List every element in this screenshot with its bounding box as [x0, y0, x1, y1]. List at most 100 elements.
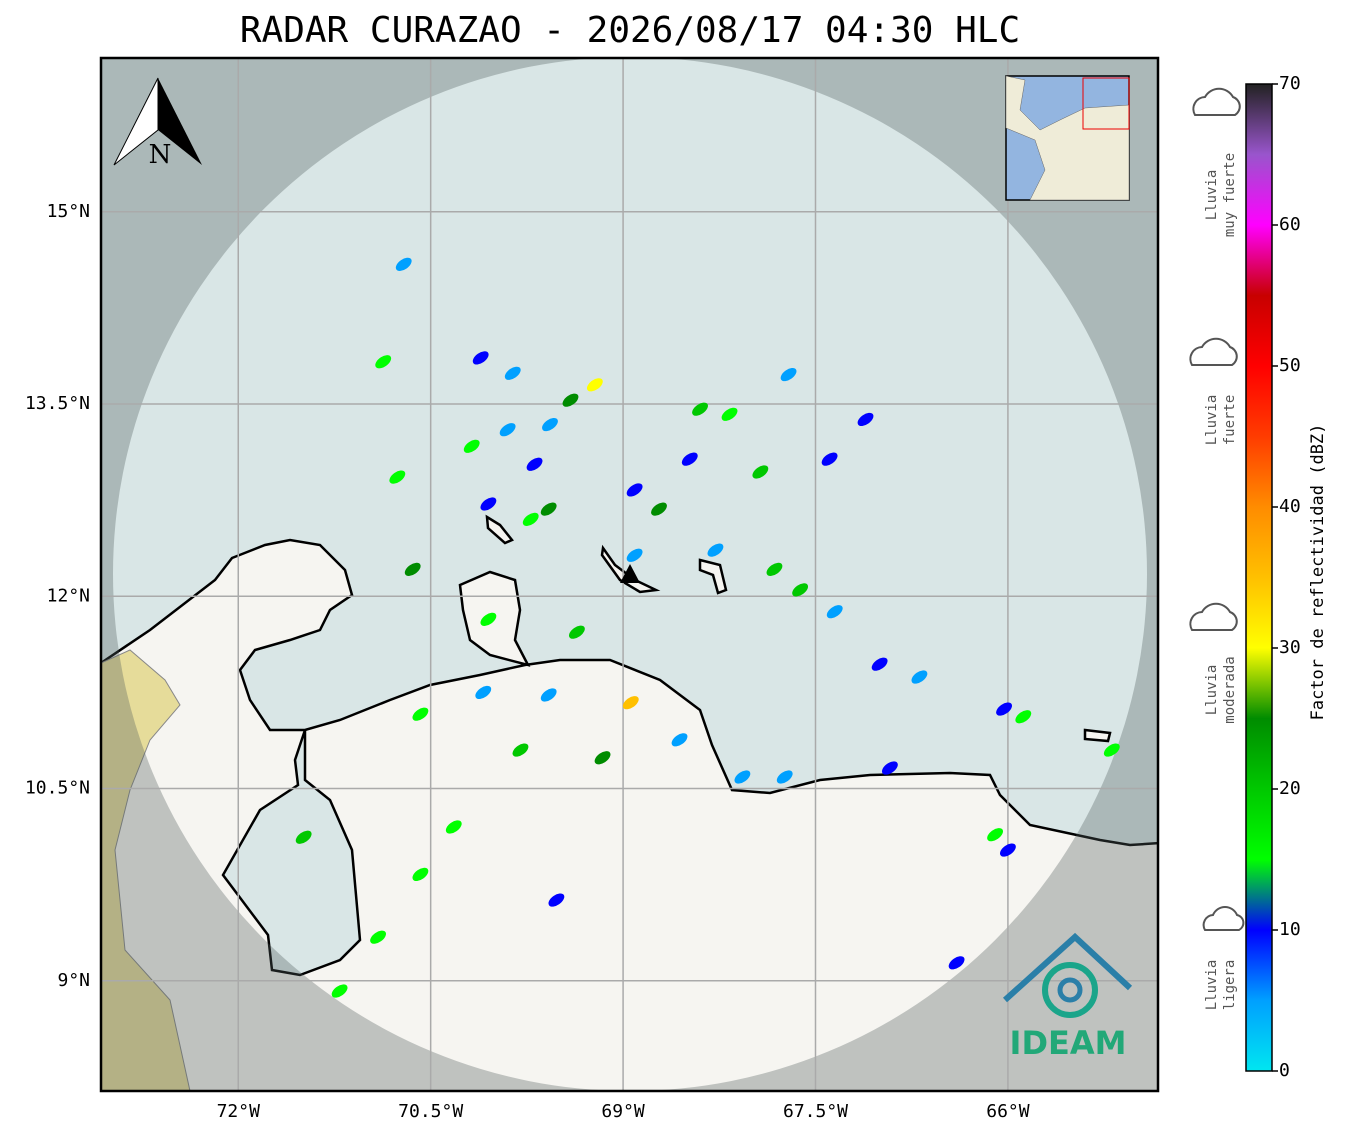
y-tick-label: 10.5°N	[25, 778, 90, 799]
echo	[871, 657, 888, 671]
y-tick-label: 15°N	[47, 201, 90, 222]
logo-text: IDEAM	[1010, 1024, 1127, 1062]
echo	[911, 670, 928, 684]
echo	[857, 412, 874, 427]
colorbar-tick-label: 40	[1279, 496, 1301, 517]
aruba	[485, 514, 515, 545]
echo	[504, 366, 521, 380]
echo	[562, 393, 579, 407]
x-tick-label: 66°W	[986, 1101, 1030, 1122]
echo	[412, 867, 429, 881]
echo	[540, 502, 557, 516]
echo	[671, 733, 688, 747]
echo	[996, 702, 1012, 716]
echo	[475, 685, 492, 700]
echo	[370, 930, 386, 944]
x-tick-label: 69°W	[601, 1101, 645, 1122]
echo	[881, 761, 898, 775]
echo	[395, 257, 412, 271]
echo	[542, 417, 558, 432]
title: RADAR CURAZAO - 2026/08/17 04:30 HLC	[240, 10, 1020, 51]
echo	[526, 457, 543, 471]
echo	[331, 984, 348, 998]
intensity-label: Lluvia	[1204, 170, 1220, 221]
echo	[766, 562, 783, 576]
echo	[499, 423, 516, 437]
echo	[721, 407, 738, 421]
echo	[463, 439, 480, 453]
intensity-label: Lluvia	[1204, 960, 1220, 1011]
echo	[692, 402, 708, 416]
colorbar-label: Factor de reflectividad (dBZ)	[1308, 424, 1328, 721]
grid	[101, 58, 1158, 1091]
x-tick-label: 72°W	[217, 1101, 261, 1122]
echo	[480, 497, 497, 511]
echo	[821, 452, 838, 466]
echo	[512, 743, 529, 757]
echo	[594, 751, 611, 765]
plot-frame	[99, 56, 1160, 1093]
land	[101, 538, 1158, 1091]
echo	[375, 355, 392, 369]
margarita	[1083, 728, 1112, 743]
x-tick-label: 70.5°W	[398, 1101, 463, 1122]
echo	[522, 512, 539, 526]
echo	[568, 625, 585, 639]
echo	[540, 688, 557, 702]
echo	[826, 605, 843, 619]
echo	[472, 351, 489, 365]
echo	[586, 378, 603, 392]
echo	[651, 502, 667, 516]
intensity-label: fuerte	[1222, 395, 1238, 446]
intensity-label: Lluvia	[1204, 665, 1220, 716]
echo	[734, 770, 751, 784]
radar-site	[620, 564, 640, 583]
y-tick-label: 12°N	[47, 585, 90, 606]
echo	[987, 828, 1003, 842]
colorbar-tick-label: 20	[1279, 778, 1301, 799]
x-tick-label: 67.5°W	[783, 1101, 848, 1122]
echo	[776, 770, 793, 784]
intensity-label: moderada	[1222, 656, 1238, 723]
echo	[752, 465, 769, 479]
colorbar-tick-label: 50	[1279, 355, 1301, 376]
echo	[1000, 843, 1016, 857]
echo	[792, 583, 809, 597]
colorbar-ticks: 0 10 20 30 40 50 60 70	[1272, 73, 1301, 1081]
echo	[948, 956, 965, 970]
intensity-label: Lluvia	[1204, 395, 1220, 446]
echo	[1103, 743, 1120, 757]
echo	[707, 543, 724, 557]
echoes	[295, 257, 1120, 998]
echo	[626, 548, 643, 562]
colorbar-tick-label: 60	[1279, 214, 1301, 235]
colorbar-tick-label: 0	[1279, 1060, 1290, 1081]
intensity-label: ligera	[1222, 960, 1238, 1011]
colorbar-tick-label: 10	[1279, 919, 1301, 940]
bonaire	[698, 558, 728, 595]
colorbar-tick-label: 30	[1279, 637, 1301, 658]
north-arrow: N	[113, 77, 202, 170]
echo	[404, 562, 421, 576]
intensity-label: muy fuerte	[1222, 153, 1238, 237]
colorbar-tick-label: 70	[1279, 73, 1301, 94]
echo	[480, 612, 497, 626]
curacao	[600, 544, 661, 594]
logo: IDEAM	[1002, 932, 1133, 1062]
echo	[681, 452, 698, 466]
echo	[626, 483, 643, 497]
north-label: N	[149, 140, 172, 170]
cloud-icons	[1189, 87, 1245, 931]
echo	[295, 830, 312, 844]
colorbar	[1245, 83, 1273, 1072]
echo	[412, 707, 429, 721]
echo	[445, 820, 462, 834]
echo	[548, 893, 565, 907]
echo	[389, 470, 406, 484]
y-tick-label: 13.5°N	[25, 393, 90, 414]
map-area	[101, 58, 1158, 1091]
echo	[1015, 710, 1032, 724]
inset-map	[1005, 75, 1130, 201]
